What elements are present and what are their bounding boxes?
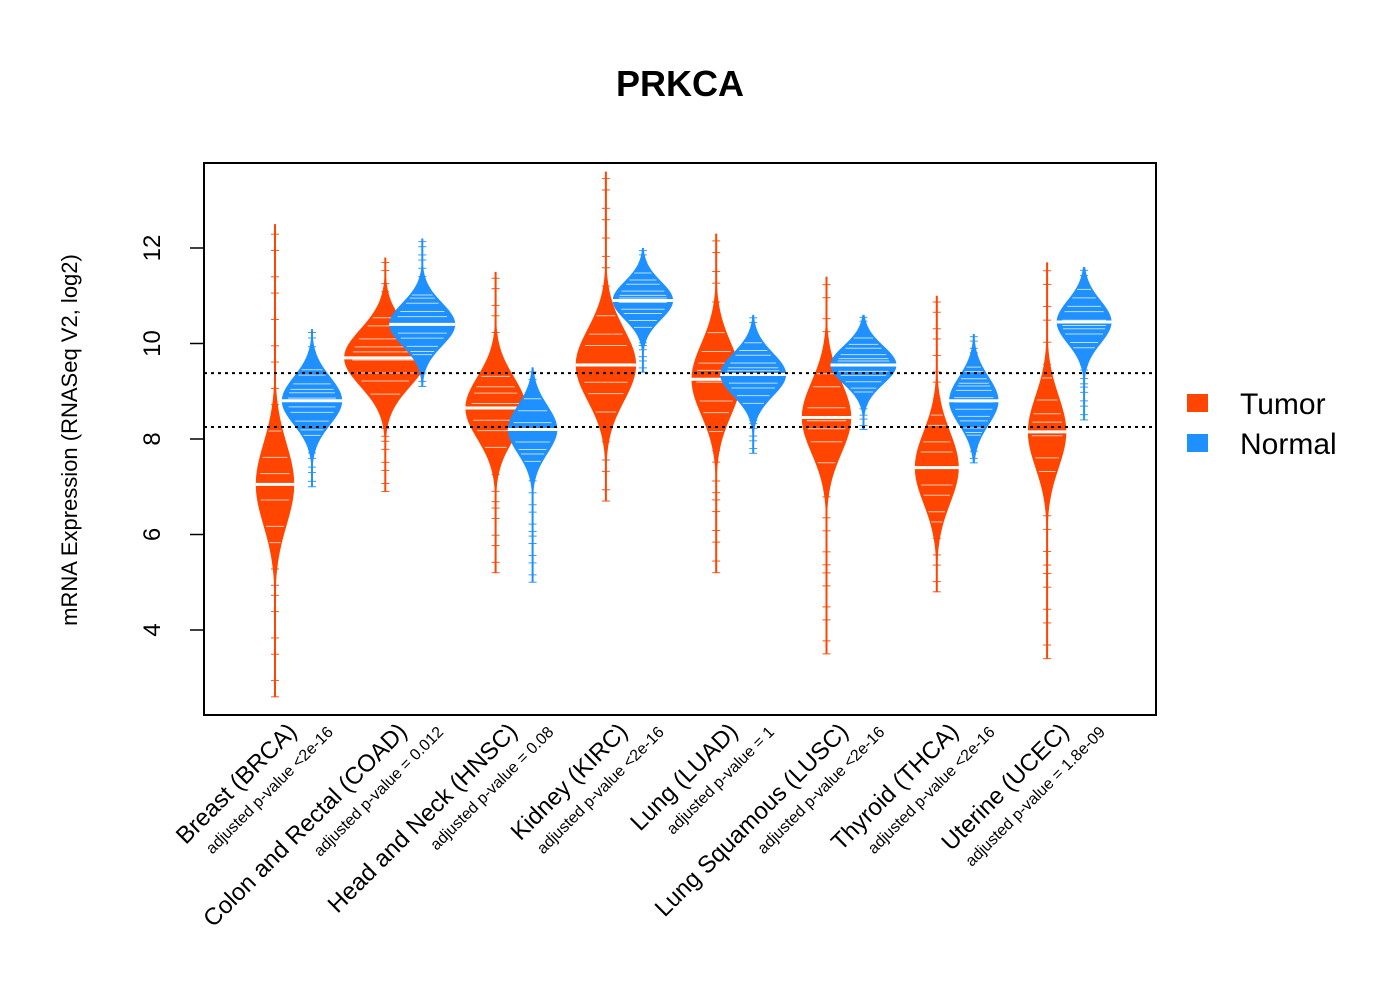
- bean-normal-density: [1056, 267, 1112, 387]
- bean-normal-density: [720, 314, 787, 439]
- legend: Tumor Normal: [1187, 388, 1337, 461]
- bean-tumor: [344, 257, 427, 493]
- x-axis-labels: Breast (BRCA)adjusted p-value <2e-16Colo…: [171, 718, 1109, 932]
- chart-title: PRKCA: [616, 63, 744, 104]
- bean-tumor: [914, 295, 959, 593]
- reference-lines: [204, 372, 1156, 429]
- y-tick-label: 6: [139, 528, 166, 541]
- y-axis-label: mRNA Expression (RNASeq V2, log2): [57, 254, 82, 626]
- beans: [255, 171, 1112, 698]
- legend-label-tumor: Tumor: [1240, 388, 1326, 421]
- bean-tumor: [575, 171, 637, 502]
- y-tick-label: 12: [139, 235, 166, 262]
- bean-tumor: [465, 271, 526, 574]
- bean-normal: [389, 238, 456, 387]
- bean-normal: [281, 329, 343, 488]
- bean-normal-density: [507, 367, 558, 502]
- bean-tumor: [1027, 262, 1067, 660]
- y-tick-label: 4: [139, 623, 166, 636]
- bean-normal: [507, 367, 558, 583]
- plot-frame: [203, 162, 1157, 716]
- legend-label-normal: Normal: [1240, 428, 1337, 461]
- bean-tumor: [691, 233, 741, 574]
- bean-normal-density: [949, 333, 999, 463]
- bean-normal: [612, 247, 674, 373]
- bean-tumor: [801, 276, 852, 655]
- bean-normal: [949, 333, 999, 464]
- bean-normal-density: [830, 314, 897, 423]
- y-tick-label: 8: [139, 432, 166, 445]
- bean-normal: [720, 314, 787, 454]
- bean-normal-density: [612, 247, 674, 358]
- y-axis: 4 6 8 10 12: [139, 235, 205, 637]
- legend-swatch-tumor: [1187, 394, 1208, 412]
- legend-swatch-normal: [1187, 434, 1208, 452]
- bean-normal: [1056, 267, 1112, 421]
- y-tick-label: 10: [139, 330, 166, 357]
- bean-tumor: [255, 224, 295, 698]
